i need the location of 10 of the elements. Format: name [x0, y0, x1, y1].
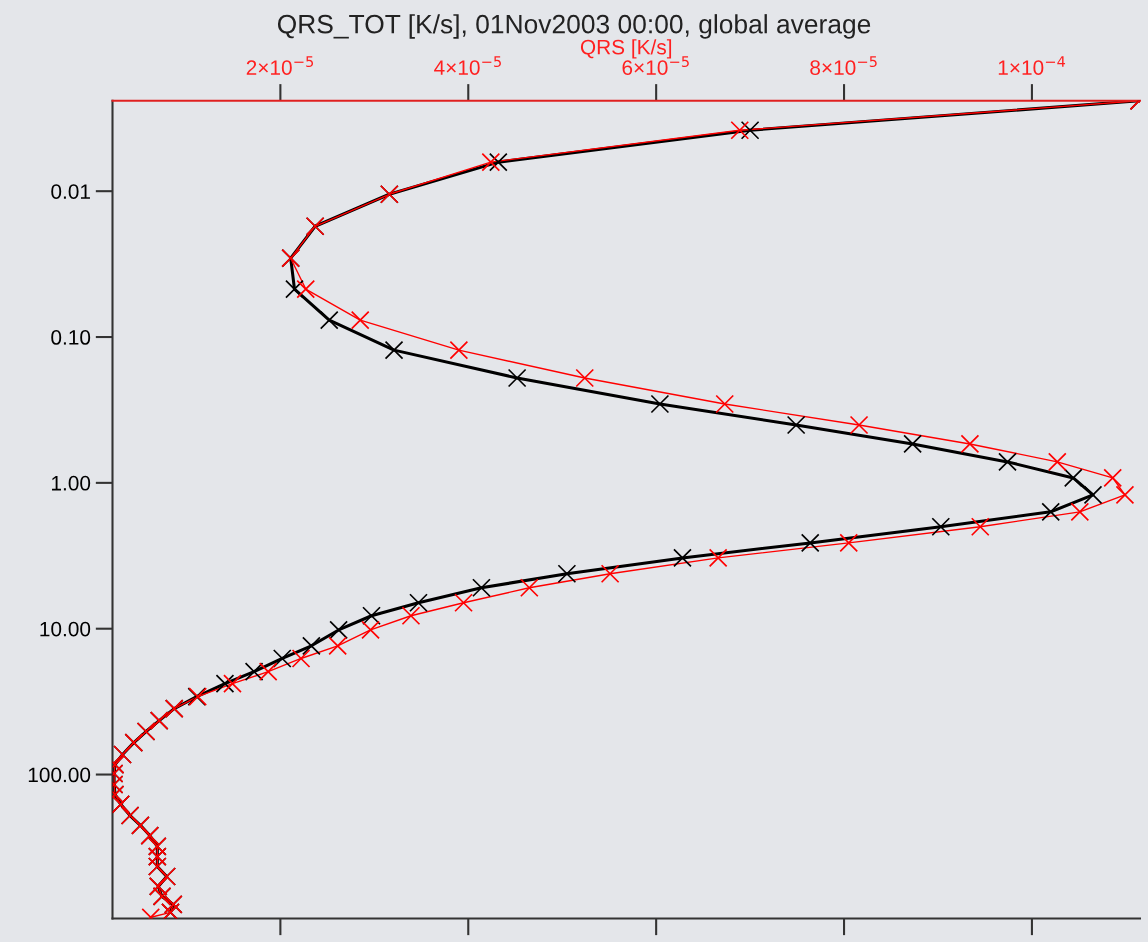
y-tick-label: 10.00: [40, 621, 91, 637]
x-tick-label: 4×10$^{−5}$: [434, 56, 501, 76]
chart-title: QRS_TOT [K/s], 01Nov2003 00:00, global average: [277, 14, 871, 39]
x-tick-label: 2×10$^{−5}$: [246, 56, 314, 76]
y-tick-label: 1.00: [52, 475, 91, 491]
y-tick-label: 0.01: [51, 184, 90, 199]
y-tick-label: 100.00: [28, 767, 91, 783]
x-tick-label: 1×10$^{−4}$: [998, 56, 1066, 76]
x-tick-label: 8×10$^{−5}$: [810, 56, 877, 76]
y-tick-label: 0.10: [51, 330, 91, 345]
